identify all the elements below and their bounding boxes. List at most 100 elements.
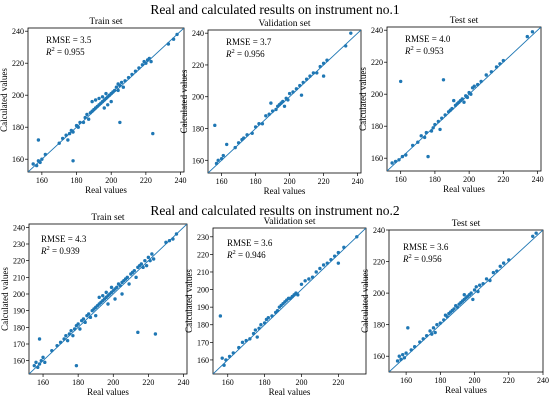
data-point <box>310 275 315 279</box>
data-point <box>65 338 70 343</box>
data-point <box>398 79 403 84</box>
y-tick-label: 220 <box>373 258 385 267</box>
x-tick-label: 200 <box>295 378 307 387</box>
x-axis-label: Real values <box>445 385 487 395</box>
y-tick-label: 240 <box>192 29 204 38</box>
data-point <box>298 83 302 88</box>
data-point <box>104 290 108 295</box>
data-point <box>149 59 153 64</box>
r2-symbol: R <box>226 250 233 260</box>
x-axis-label: Real values <box>269 387 311 397</box>
data-point <box>83 320 87 325</box>
y-tick-label: 210 <box>197 268 209 277</box>
data-point <box>250 131 254 135</box>
x-tick-label: 200 <box>284 177 296 186</box>
data-point <box>481 281 485 286</box>
r2-symbol: R <box>225 49 232 59</box>
panel-title: Validation set <box>264 217 316 227</box>
data-point <box>106 103 110 107</box>
x-tick-label: 200 <box>105 176 117 185</box>
x-tick-label: 160 <box>36 176 48 185</box>
plot-area <box>213 228 366 374</box>
panel-title: Validation set <box>259 19 311 29</box>
r2-value: = 0.955 <box>55 47 85 57</box>
x-tick-label: 180 <box>429 175 441 184</box>
data-point <box>274 107 278 112</box>
data-point <box>34 163 39 168</box>
data-point <box>355 235 359 239</box>
x-tick-label: 220 <box>332 378 344 387</box>
data-point <box>399 357 403 362</box>
data-point <box>37 337 42 341</box>
data-point <box>409 348 413 352</box>
data-point <box>445 315 449 319</box>
data-point <box>303 279 307 283</box>
y-tick-label: 200 <box>12 91 24 100</box>
data-point <box>144 61 148 65</box>
y-tick-label: 220 <box>12 59 24 68</box>
data-point <box>64 133 68 137</box>
data-point <box>321 263 326 267</box>
data-point <box>166 42 171 46</box>
x-tick-label: 240 <box>532 175 544 184</box>
data-point <box>336 250 341 255</box>
panel-3: Test set 160 180 200 220 240 160 180 200 220 240 Re… <box>358 16 544 194</box>
data-point <box>114 85 119 89</box>
y-tick-label: 220 <box>371 58 383 67</box>
data-point <box>304 77 309 81</box>
y-tick-label: 180 <box>373 321 385 330</box>
y-tick-label: 180 <box>12 123 24 132</box>
panel-title: Test set <box>450 16 479 26</box>
data-point <box>72 327 77 331</box>
data-point <box>81 317 86 321</box>
fit-line <box>213 228 366 374</box>
x-tick-label: 180 <box>72 378 84 387</box>
y-axis-label: Calculated values <box>360 269 370 333</box>
data-point <box>37 362 42 366</box>
data-point <box>501 58 506 63</box>
data-point <box>314 270 318 274</box>
y-tick-label: 240 <box>13 223 25 232</box>
axes-frame <box>27 27 185 173</box>
data-point <box>440 116 444 120</box>
y-tick-label: 180 <box>192 125 204 134</box>
data-point <box>424 130 429 135</box>
y-tick-label: 230 <box>13 240 25 249</box>
x-tick-label: 160 <box>222 378 234 387</box>
data-point <box>130 72 134 77</box>
y-tick-label: 160 <box>197 356 209 365</box>
data-point <box>476 289 480 294</box>
data-point <box>116 88 120 93</box>
fit-line <box>208 30 361 173</box>
data-point <box>400 352 405 357</box>
y-tick-label: 200 <box>197 286 209 295</box>
data-point <box>118 283 122 288</box>
y-tick-label: 180 <box>197 321 209 330</box>
r2-symbol: R <box>40 246 47 256</box>
data-point <box>299 282 304 286</box>
plot-area <box>387 27 541 171</box>
data-point <box>469 291 473 295</box>
data-point <box>495 269 499 273</box>
x-tick-label: 220 <box>503 376 515 385</box>
data-point <box>400 154 405 159</box>
data-point <box>71 159 75 163</box>
data-point <box>81 120 86 125</box>
axes-frame <box>212 227 367 375</box>
rmse-annotation: RMSE = 3.5 <box>46 35 92 45</box>
x-axis-label: Real values <box>87 387 129 397</box>
data-point <box>412 345 417 349</box>
data-point <box>175 32 179 37</box>
data-point <box>329 257 333 262</box>
r2-superscript: 2 <box>409 253 412 260</box>
data-point <box>421 337 425 341</box>
panel-4: Train set 160 180 200 220 240 160 170 180 190 200 2… <box>0 213 189 397</box>
data-point <box>431 326 436 330</box>
data-point <box>102 106 106 110</box>
rmse-annotation: RMSE = 3.6 <box>227 238 273 248</box>
data-point <box>410 143 415 148</box>
data-point <box>416 140 420 144</box>
x-tick-label: 180 <box>259 378 271 387</box>
y-tick-label: 180 <box>371 122 383 131</box>
